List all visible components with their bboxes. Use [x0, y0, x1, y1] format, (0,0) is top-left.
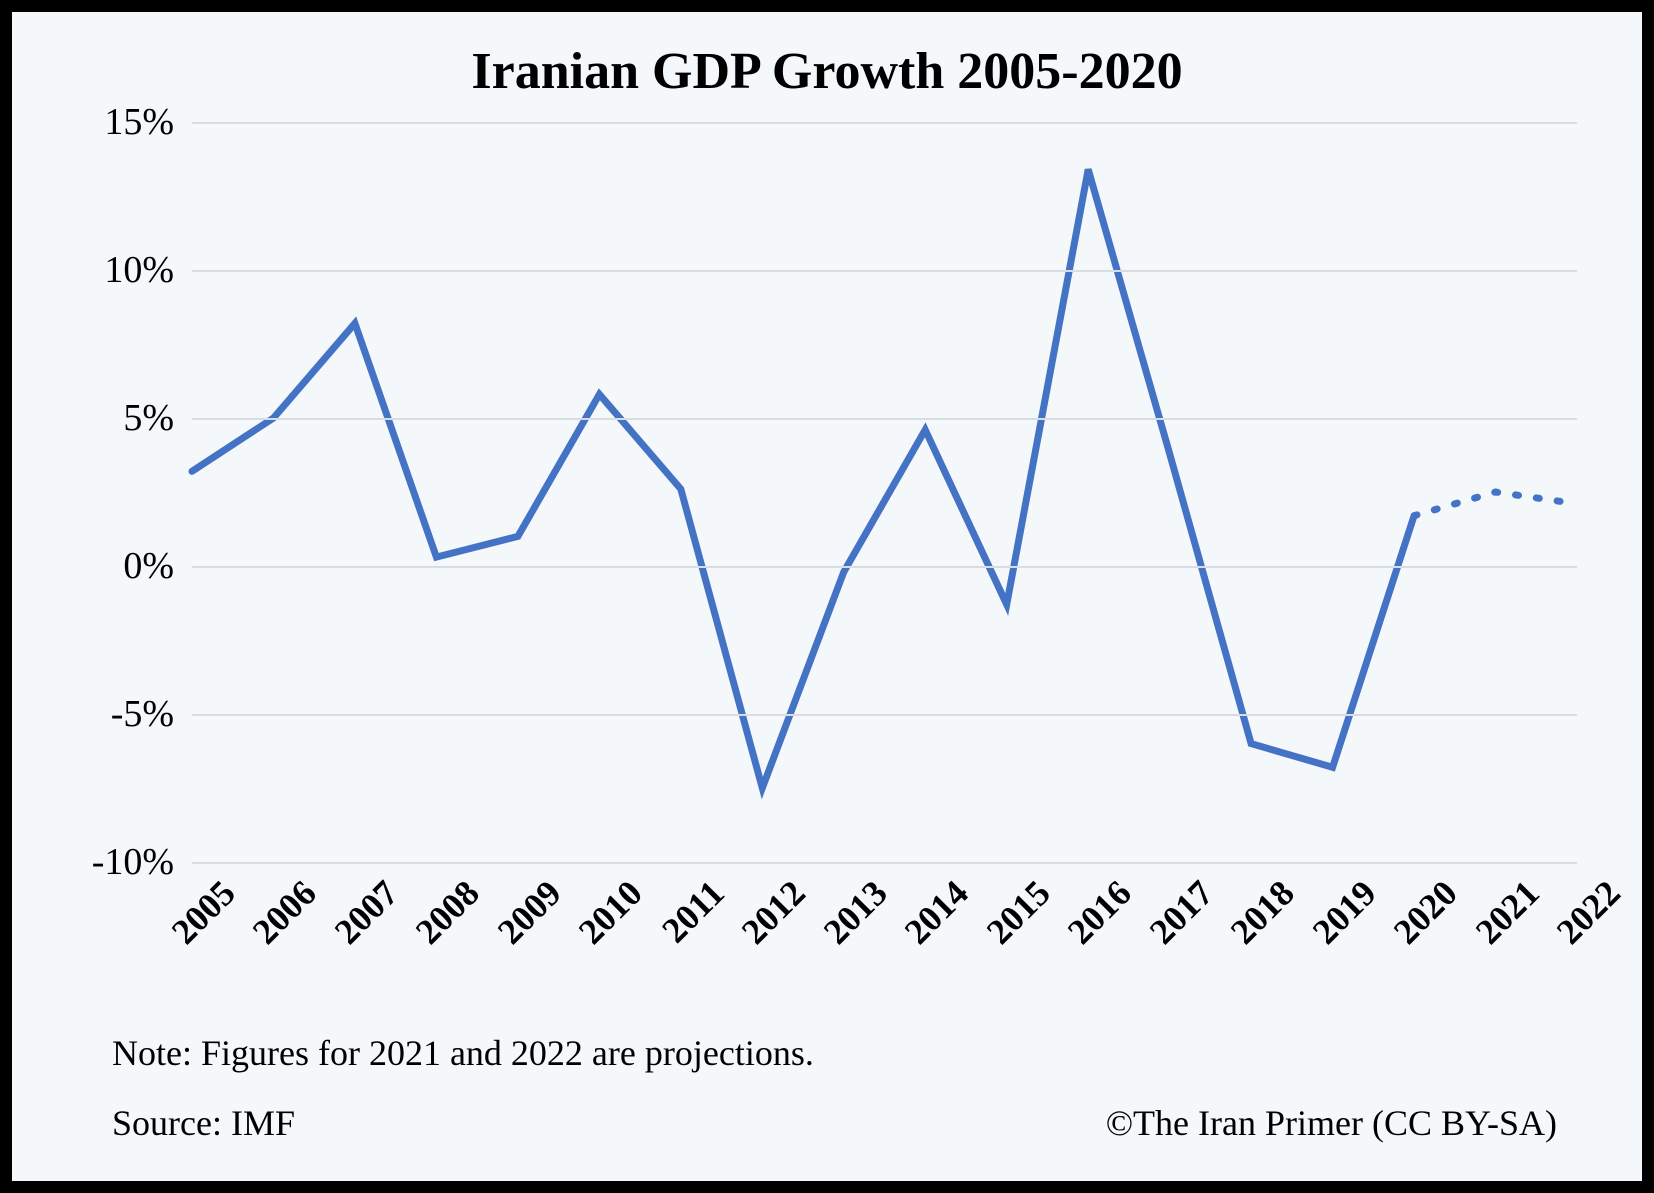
x-tick-label: 2014 — [886, 862, 977, 953]
x-tick-label: 2016 — [1049, 862, 1140, 953]
x-tick-label: 2022 — [1538, 862, 1629, 953]
x-tick-label: 2006 — [235, 862, 326, 953]
x-tick-label: 2015 — [968, 862, 1059, 953]
x-tick-label: 2007 — [316, 862, 407, 953]
gridline — [192, 270, 1577, 272]
gridline — [192, 566, 1577, 568]
chart-title: Iranian GDP Growth 2005-2020 — [12, 12, 1642, 101]
x-tick-label: 2011 — [643, 862, 732, 951]
x-tick-label: 2018 — [1212, 862, 1303, 953]
plot-area: -10%-5%0%5%10%15%20052006200720082009201… — [192, 122, 1577, 862]
gridline — [192, 122, 1577, 124]
chart-frame: Iranian GDP Growth 2005-2020 -10%-5%0%5%… — [0, 0, 1654, 1193]
y-tick-label: 0% — [123, 544, 192, 588]
gridline — [192, 862, 1577, 864]
y-tick-label: 15% — [104, 100, 192, 144]
x-tick-label: 2008 — [397, 862, 488, 953]
x-tick-label: 2020 — [1375, 862, 1466, 953]
x-tick-label: 2021 — [1457, 862, 1548, 953]
gridline — [192, 714, 1577, 716]
source-label: Source: IMF — [112, 1102, 295, 1144]
x-tick-label: 2019 — [1294, 862, 1385, 953]
y-tick-label: -10% — [92, 840, 192, 884]
y-tick-label: 5% — [123, 396, 192, 440]
gridline — [192, 418, 1577, 420]
x-tick-label: 2017 — [1131, 862, 1222, 953]
projection-note: Note: Figures for 2021 and 2022 are proj… — [112, 1032, 814, 1074]
copyright-label: ©The Iran Primer (CC BY-SA) — [1106, 1102, 1557, 1144]
x-tick-label: 2009 — [479, 862, 570, 953]
y-tick-label: -5% — [111, 692, 192, 736]
line-series-actual — [192, 169, 1414, 788]
line-series-svg — [192, 122, 1577, 862]
line-series-projection — [1414, 492, 1577, 516]
x-tick-label: 2013 — [805, 862, 896, 953]
y-tick-label: 10% — [104, 248, 192, 292]
x-tick-label: 2010 — [560, 862, 651, 953]
x-tick-label: 2012 — [723, 862, 814, 953]
